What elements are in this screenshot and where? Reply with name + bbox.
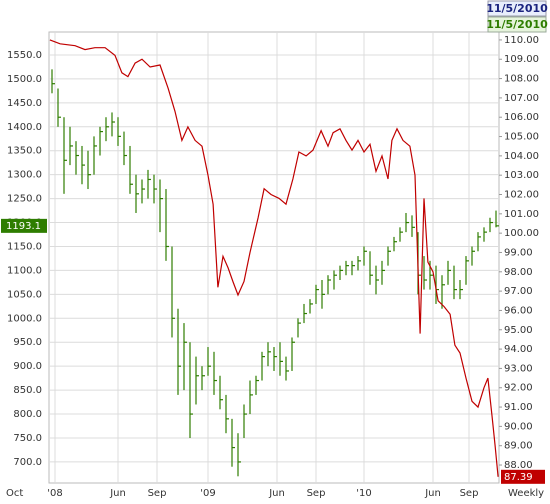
y2-tick-label: 100.00 [504,228,539,239]
y-tick-label: 950.0 [13,337,42,348]
y-tick-label: 700.0 [13,457,42,468]
y2-tick-label: 107.00 [504,93,539,104]
last-value-box [1,218,47,233]
last-value-label: 1193.1 [6,221,41,232]
y-tick-label: 1100.0 [7,265,42,276]
x-tick-label: '08 [47,488,62,499]
y2-tick-label: 108.00 [504,74,539,85]
y-tick-label: 1000.0 [7,313,42,324]
y2-tick-label: 88.00 [504,460,533,471]
y2-tick-label: 97.00 [504,286,533,297]
x-start-label: Oct [6,488,23,499]
legend-box [487,16,547,33]
last-value-box [501,469,545,484]
x-tick-label: Jun [424,488,441,499]
y2-tick-label: 102.00 [504,190,539,201]
y2-tick-label: 93.00 [504,363,533,374]
x-tick-label: Sep [307,488,326,499]
x-tick-label: '09 [200,488,215,499]
y-tick-label: 1250.0 [7,194,42,205]
line-series [49,39,499,477]
date-box [487,0,547,17]
x-tick-label: Jun [268,488,285,499]
y-tick-label: 1500.0 [7,74,42,85]
y-tick-label: 800.0 [13,409,42,420]
x-tick-label: Sep [460,488,479,499]
plot-frame [48,31,500,484]
y2-tick-label: 92.00 [504,383,533,394]
y2-tick-label: 103.00 [504,170,539,181]
y2-tick-label: 96.00 [504,305,533,316]
y2-tick-label: 109.00 [504,54,539,65]
x-tick-label: '10 [356,488,371,499]
y2-tick-label: 101.00 [504,209,539,220]
legend-entry: 11/5/2010 [486,18,548,31]
y-tick-label: 1150.0 [7,241,42,252]
y2-tick-label: 95.00 [504,325,533,336]
y-tick-label: 1050.0 [7,289,42,300]
x-tick-label: Sep [148,488,167,499]
y-tick-label: 850.0 [13,385,42,396]
as-of-date: 11/5/2010 [486,2,548,15]
y-tick-label: 900.0 [13,361,42,372]
y2-tick-label: 99.00 [504,247,533,258]
y-tick-label: 1450.0 [7,98,42,109]
y2-tick-label: 98.00 [504,267,533,278]
y2-tick-label: 91.00 [504,402,533,413]
y2-tick-label: 106.00 [504,112,539,123]
y2-tick-label: 94.00 [504,344,533,355]
y2-tick-label: 89.00 [504,441,533,452]
x-tick-label: Jun [109,488,126,499]
y-tick-label: 1350.0 [7,146,42,157]
y-tick-label: 1550.0 [7,50,42,61]
y-tick-label: 1400.0 [7,122,42,133]
y2-tick-label: 105.00 [504,132,539,143]
last-value-label: 87.39 [504,472,533,483]
y2-tick-label: 90.00 [504,421,533,432]
period-label: Weekly [508,488,544,499]
y-tick-label: 1300.0 [7,170,42,181]
y-tick-label: 750.0 [13,433,42,444]
y2-tick-label: 110.00 [504,35,539,46]
y2-tick-label: 104.00 [504,151,539,162]
